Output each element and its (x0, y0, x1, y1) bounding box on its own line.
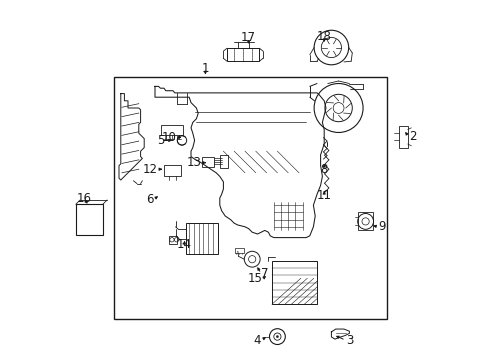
Text: 8: 8 (320, 163, 328, 176)
Text: 9: 9 (378, 220, 386, 233)
Bar (220, 155, 228, 168)
Text: 14: 14 (176, 238, 191, 251)
Text: 7: 7 (261, 267, 269, 280)
Text: 2: 2 (409, 130, 416, 143)
Text: 6: 6 (146, 193, 153, 206)
Text: 3: 3 (346, 334, 353, 347)
Text: 16: 16 (76, 192, 91, 205)
Bar (162, 125, 183, 135)
Bar (358, 212, 373, 230)
Text: 13: 13 (187, 156, 202, 169)
Bar (399, 126, 408, 148)
Text: 18: 18 (317, 30, 332, 42)
Bar (76, 204, 103, 235)
Text: 4: 4 (254, 334, 261, 347)
Bar (202, 157, 215, 167)
Bar (164, 165, 181, 176)
Bar (272, 261, 317, 304)
Text: 5: 5 (157, 134, 164, 147)
Text: 11: 11 (317, 189, 332, 202)
Circle shape (276, 336, 278, 338)
Bar (227, 48, 259, 61)
Text: 12: 12 (143, 163, 158, 176)
Bar (114, 77, 387, 319)
Text: 1: 1 (202, 62, 209, 75)
Text: 15: 15 (247, 273, 262, 285)
Text: 17: 17 (241, 31, 256, 44)
Bar (235, 248, 244, 253)
Bar (186, 223, 218, 254)
Text: 10: 10 (162, 131, 176, 144)
Bar (170, 236, 177, 244)
